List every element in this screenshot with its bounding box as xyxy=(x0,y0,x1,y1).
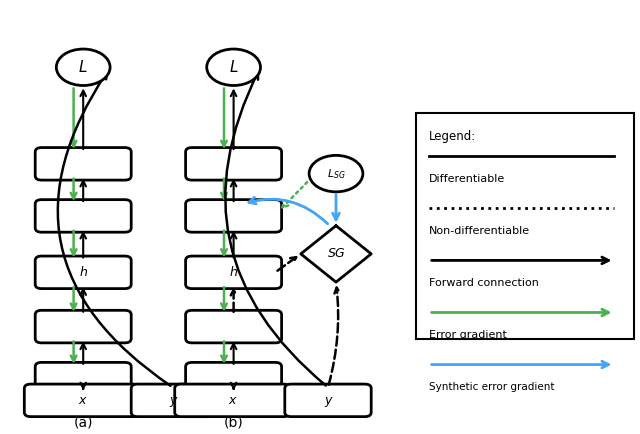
FancyBboxPatch shape xyxy=(186,256,282,289)
Text: Forward connection: Forward connection xyxy=(429,278,539,288)
FancyBboxPatch shape xyxy=(285,384,371,417)
Text: Error gradient: Error gradient xyxy=(429,330,507,340)
FancyBboxPatch shape xyxy=(35,362,131,395)
FancyBboxPatch shape xyxy=(175,384,290,417)
Polygon shape xyxy=(301,226,371,282)
Text: Non-differentiable: Non-differentiable xyxy=(429,226,530,236)
FancyBboxPatch shape xyxy=(35,256,131,289)
FancyBboxPatch shape xyxy=(35,200,131,232)
Text: $L$: $L$ xyxy=(229,59,238,75)
FancyBboxPatch shape xyxy=(186,310,282,343)
Text: y: y xyxy=(169,394,177,407)
Circle shape xyxy=(309,155,363,192)
FancyBboxPatch shape xyxy=(35,148,131,180)
Text: $L_{SG}$: $L_{SG}$ xyxy=(326,167,346,181)
FancyBboxPatch shape xyxy=(416,113,634,339)
Text: $SG$: $SG$ xyxy=(326,247,346,260)
Text: y: y xyxy=(324,394,332,407)
Text: Legend:: Legend: xyxy=(429,130,476,143)
FancyArrowPatch shape xyxy=(225,72,326,385)
Circle shape xyxy=(56,49,110,85)
FancyBboxPatch shape xyxy=(35,310,131,343)
Circle shape xyxy=(207,49,260,85)
FancyBboxPatch shape xyxy=(186,148,282,180)
FancyBboxPatch shape xyxy=(186,200,282,232)
Text: h: h xyxy=(230,266,237,279)
Text: Synthetic error gradient: Synthetic error gradient xyxy=(429,382,554,392)
FancyBboxPatch shape xyxy=(131,384,214,417)
FancyBboxPatch shape xyxy=(186,362,282,395)
FancyArrowPatch shape xyxy=(58,72,170,386)
FancyBboxPatch shape xyxy=(24,384,140,417)
Text: x: x xyxy=(78,394,86,407)
Text: (b): (b) xyxy=(224,416,243,430)
Text: Differentiable: Differentiable xyxy=(429,174,505,184)
Text: x: x xyxy=(228,394,236,407)
Text: $L$: $L$ xyxy=(79,59,88,75)
Text: (a): (a) xyxy=(74,416,93,430)
Text: h: h xyxy=(79,266,87,279)
